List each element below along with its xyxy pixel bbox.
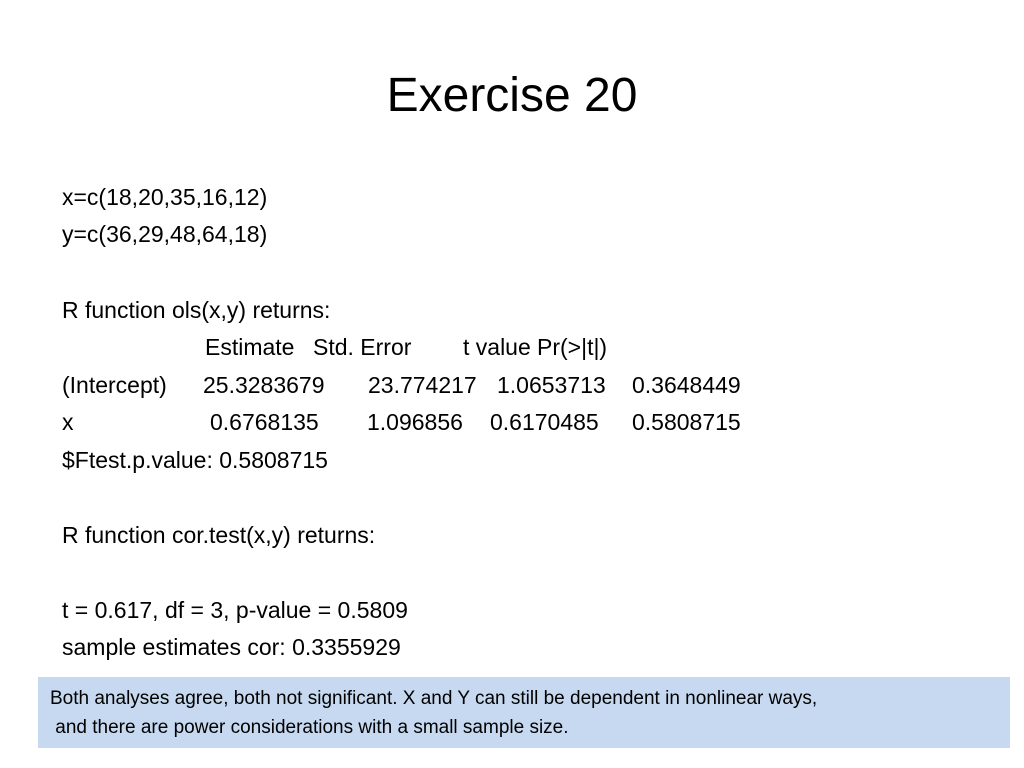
row-label-x: x <box>62 409 74 435</box>
conclusion-line-1: Both analyses agree, both not significan… <box>50 688 818 709</box>
cell-x-t-value: 0.6170485 <box>490 409 599 435</box>
cell-x-estimate: 0.6768135 <box>210 409 319 435</box>
header-estimate: Estimate <box>205 334 295 360</box>
cell-x-std-error: 1.096856 <box>367 409 463 435</box>
cor-test-intro: R function cor.test(x,y) returns: <box>62 522 376 548</box>
cor-test-stats: t = 0.617, df = 3, p-value = 0.5809 <box>62 597 408 623</box>
cor-estimate: sample estimates cor: 0.3355929 <box>62 634 401 660</box>
y-definition: y=c(36,29,48,64,18) <box>62 221 268 247</box>
header-t-value: t value <box>463 334 531 360</box>
cell-intercept-t-value: 1.0653713 <box>497 372 606 398</box>
ftest-p-value: $Ftest.p.value: 0.5808715 <box>62 447 328 473</box>
cell-intercept-estimate: 25.3283679 <box>203 372 325 398</box>
cell-x-p-value: 0.5808715 <box>632 409 741 435</box>
header-p-value: Pr(>|t|) <box>537 334 608 360</box>
header-std-error: Std. Error <box>313 334 412 360</box>
cell-intercept-std-error: 23.774217 <box>368 372 477 398</box>
row-label-intercept: (Intercept) <box>62 372 167 398</box>
x-definition: x=c(18,20,35,16,12) <box>62 184 268 210</box>
slide-title: Exercise 20 <box>386 69 638 122</box>
ols-intro: R function ols(x,y) returns: <box>62 297 331 323</box>
conclusion-callout: Both analyses agree, both not significan… <box>38 677 1010 748</box>
conclusion-line-2: and there are power considerations with … <box>50 717 569 738</box>
cell-intercept-p-value: 0.3648449 <box>632 372 741 398</box>
